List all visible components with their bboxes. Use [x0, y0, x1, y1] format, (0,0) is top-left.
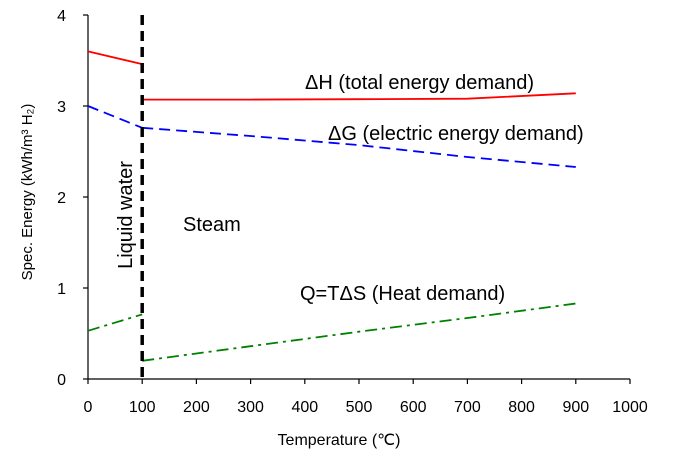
x-tick-label: 200	[183, 399, 210, 416]
series-line-1	[142, 126, 576, 168]
x-tick-label: 300	[237, 399, 264, 416]
x-tick-label: 400	[291, 399, 318, 416]
y-tick-label: 0	[57, 372, 66, 389]
x-tick-label: 700	[454, 399, 481, 416]
series-line-2	[142, 302, 576, 362]
series-line-2	[87, 313, 143, 332]
x-tick-label: 800	[508, 399, 535, 416]
y-tick-label: 3	[57, 99, 66, 116]
liquid-water-label: Liquid water	[115, 161, 137, 269]
series-layer	[87, 50, 576, 362]
y-tick-label: 1	[57, 281, 66, 298]
y-axis: 0 1 2 3 4 Spec. Energy (kWh/m³ H₂)	[19, 8, 89, 389]
y-tick-label: 4	[57, 8, 66, 25]
series-line-0	[142, 92, 576, 101]
y-axis-label: Spec. Energy (kWh/m³ H₂)	[19, 104, 36, 281]
x-tick-label: 600	[400, 399, 427, 416]
series-label-delta-g: ΔG (electric energy demand)	[328, 123, 584, 145]
x-tick-label: 1000	[612, 399, 648, 416]
series-line-0	[87, 50, 143, 65]
y-ticks: 0 1 2 3 4	[57, 8, 88, 389]
x-tick-label: 900	[562, 399, 589, 416]
series-line-1	[87, 105, 143, 129]
x-axis-label: Temperature (℃)	[278, 432, 401, 449]
series-label-delta-h: ΔH (total energy demand)	[305, 72, 534, 94]
steam-label: Steam	[183, 214, 241, 236]
x-ticks: 0 100 200 300 400 500 600 700 800 900 1000	[84, 379, 648, 416]
series-label-heat: Q=TΔS (Heat demand)	[300, 283, 505, 305]
x-axis: 0 100 200 300 400 500 600 700 800 900 1000 Tempera…	[84, 378, 648, 449]
x-tick-label: 500	[346, 399, 373, 416]
y-tick-label: 2	[57, 190, 66, 207]
x-tick-label: 0	[84, 399, 93, 416]
x-tick-label: 100	[129, 399, 156, 416]
